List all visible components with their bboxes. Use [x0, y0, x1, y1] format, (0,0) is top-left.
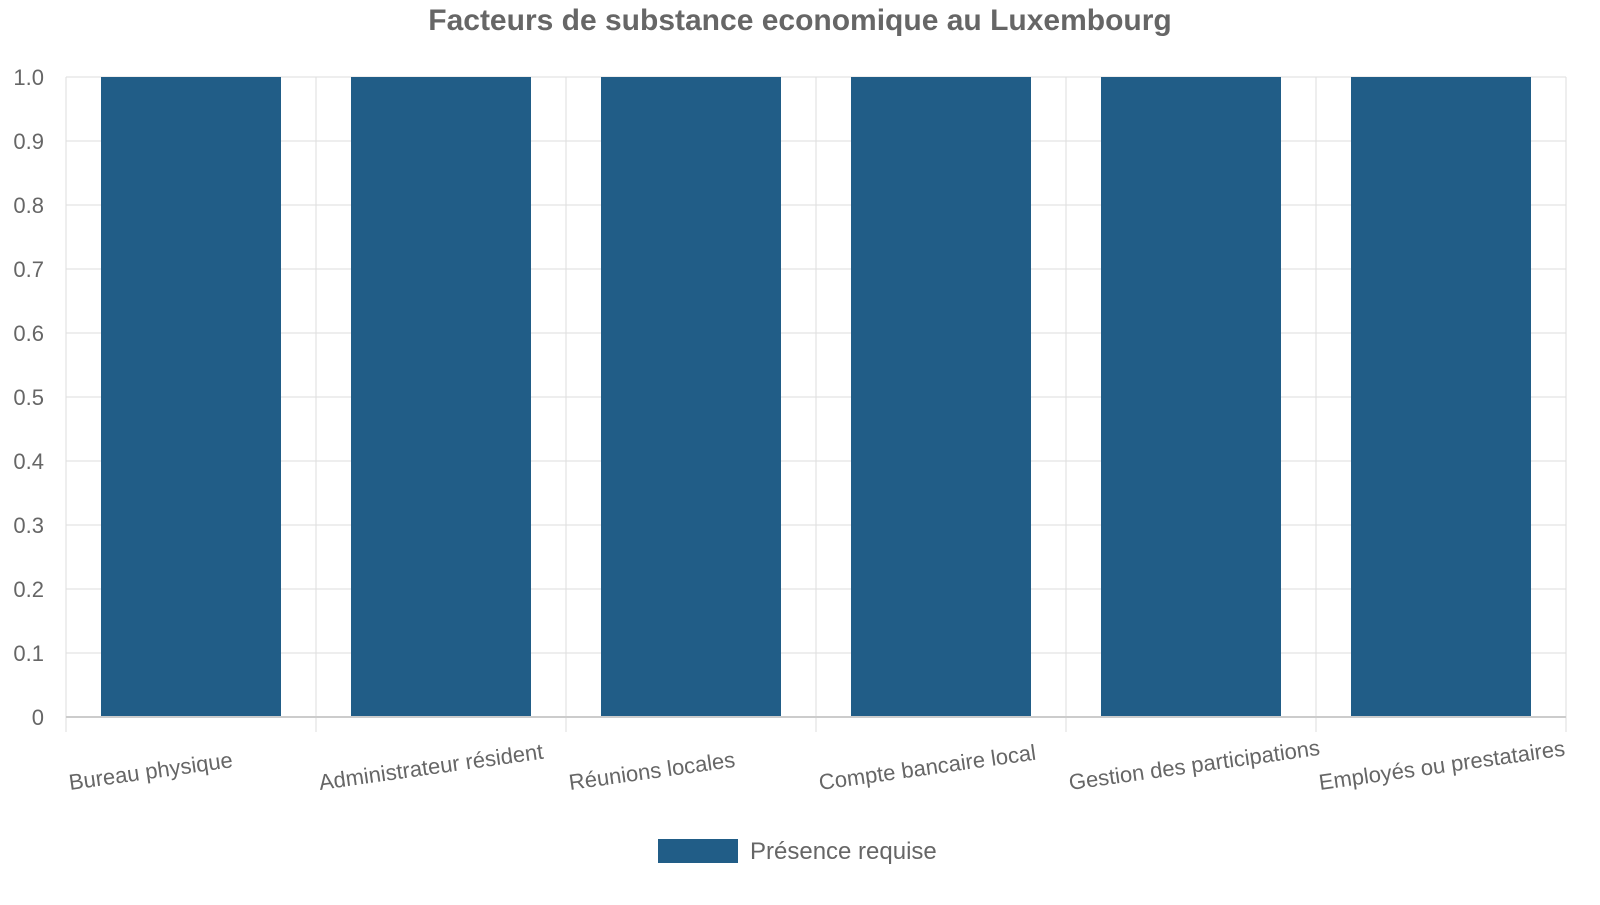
y-tick-label: 1.0: [13, 65, 44, 90]
x-category-label: Bureau physique: [67, 747, 234, 795]
bar: [601, 77, 781, 717]
bar: [101, 77, 281, 717]
x-category-label: Employés ou prestataires: [1317, 736, 1566, 795]
legend-swatch: [658, 839, 738, 863]
y-tick-label: 0.8: [13, 193, 44, 218]
y-tick-label: 0: [32, 705, 44, 730]
bar: [1351, 77, 1531, 717]
y-tick-label: 0.6: [13, 321, 44, 346]
y-tick-label: 0.9: [13, 129, 44, 154]
x-category-label: Administrateur résident: [317, 739, 544, 795]
bars: [101, 77, 1531, 717]
x-category-label: Réunions locales: [567, 747, 736, 795]
bar: [851, 77, 1031, 717]
y-tick-label: 0.7: [13, 257, 44, 282]
bar: [351, 77, 531, 717]
chart-title: Facteurs de substance economique au Luxe…: [428, 4, 1172, 37]
bar: [1101, 77, 1281, 717]
y-tick-label: 0.4: [13, 449, 44, 474]
y-tick-label: 0.1: [13, 641, 44, 666]
grid: [65, 76, 1567, 732]
legend-label: Présence requise: [750, 838, 937, 865]
x-category-label: Compte bancaire local: [817, 740, 1037, 795]
legend: Présence requise: [658, 838, 937, 865]
x-category-label: Gestion des participations: [1067, 735, 1321, 795]
y-tick-label: 0.2: [13, 577, 44, 602]
y-tick-label: 0.5: [13, 385, 44, 410]
y-tick-label: 0.3: [13, 513, 44, 538]
